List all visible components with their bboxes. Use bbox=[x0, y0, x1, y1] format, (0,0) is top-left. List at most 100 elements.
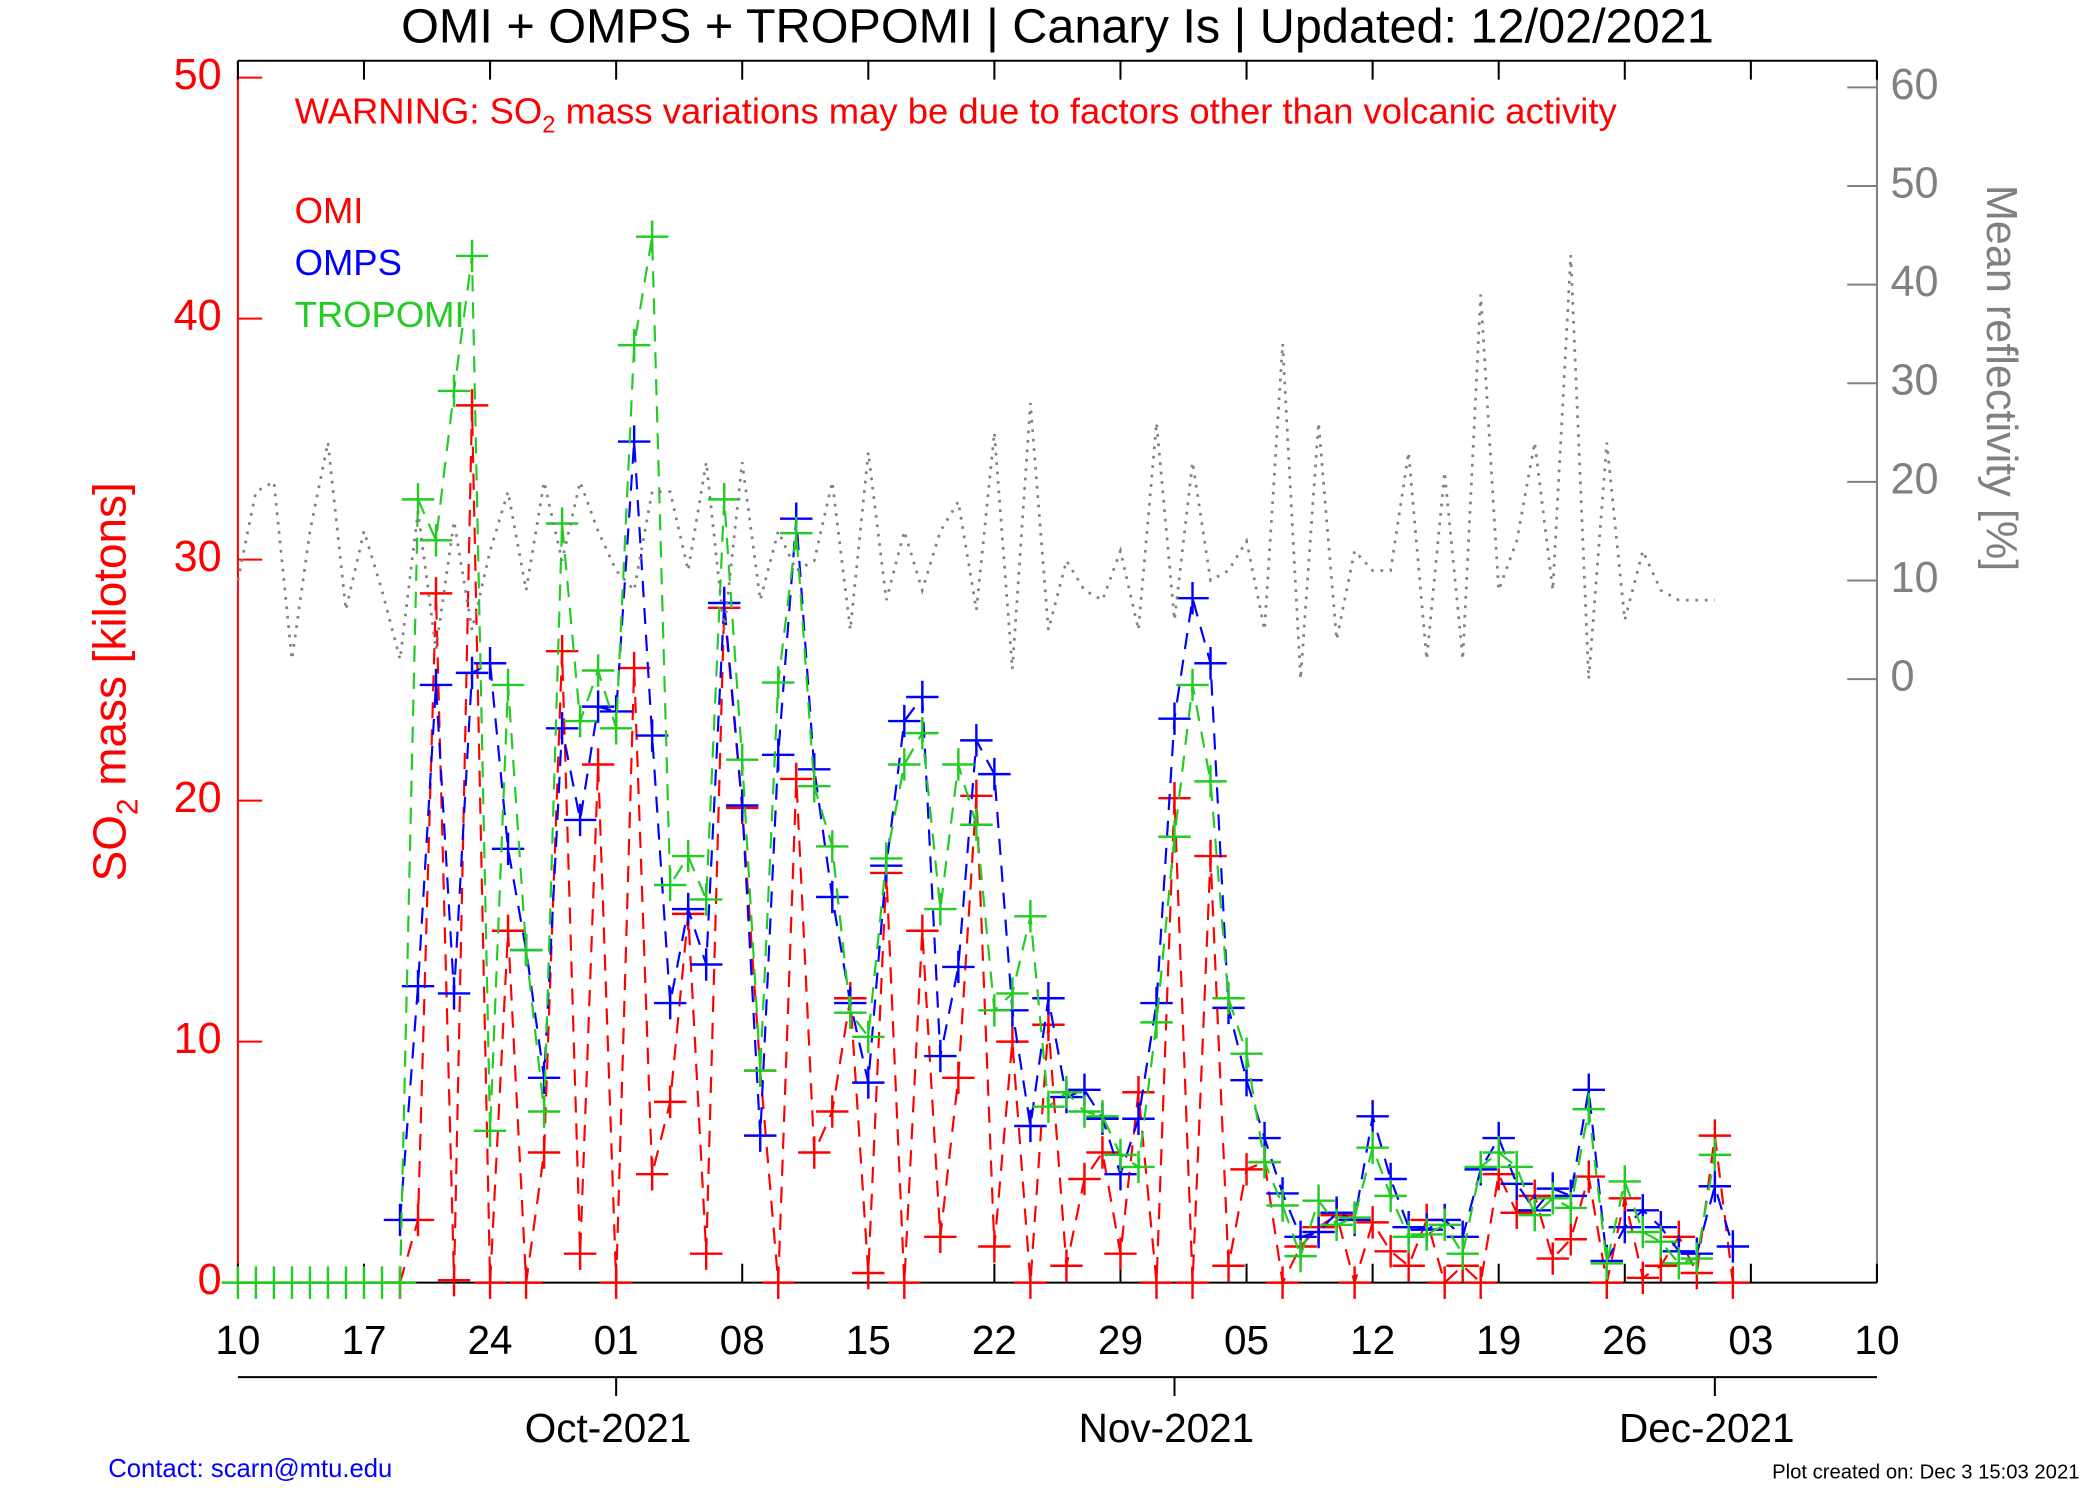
series-line bbox=[398, 441, 1734, 1265]
plus-marker bbox=[1590, 1247, 1623, 1280]
y-tick-label: 30 bbox=[174, 533, 222, 581]
chart-title: OMI + OMPS + TROPOMI | Canary Is | Updat… bbox=[401, 0, 1714, 54]
plus-marker bbox=[924, 892, 957, 926]
series-line bbox=[237, 236, 1716, 1284]
plus-marker bbox=[1338, 1266, 1371, 1299]
plus-marker bbox=[1068, 1095, 1101, 1128]
plus-marker bbox=[635, 220, 669, 253]
plus-marker bbox=[798, 1136, 831, 1169]
plus-marker bbox=[599, 1266, 633, 1299]
y-tick-label: 40 bbox=[174, 292, 222, 340]
plus-marker bbox=[1698, 1138, 1732, 1172]
plus-marker bbox=[383, 1203, 417, 1237]
month-label: Nov-2021 bbox=[1079, 1405, 1255, 1451]
plus-marker bbox=[1194, 765, 1227, 798]
plus-marker bbox=[563, 1237, 597, 1270]
plus-marker bbox=[834, 996, 867, 1029]
plus-marker bbox=[888, 704, 921, 738]
warning-annotation-part: 2 bbox=[542, 113, 555, 139]
plus-marker bbox=[1482, 1136, 1515, 1169]
plus-marker bbox=[635, 719, 669, 752]
warning-annotation: WARNING: SO2 mass variations may be due … bbox=[295, 90, 1618, 139]
y2-tick-label: 60 bbox=[1890, 61, 1938, 109]
plus-marker bbox=[744, 1054, 777, 1087]
warning-annotation-part: mass variations may be due to factors ot… bbox=[555, 90, 1617, 131]
plus-marker bbox=[1230, 1153, 1263, 1186]
plus-marker bbox=[1212, 982, 1245, 1015]
plus-marker bbox=[1680, 1242, 1714, 1275]
y-axis-label-part: 2 bbox=[112, 798, 145, 815]
plus-marker bbox=[1122, 1150, 1155, 1184]
plus-marker bbox=[942, 950, 975, 984]
plus-marker bbox=[1266, 1266, 1299, 1299]
plus-marker bbox=[671, 892, 705, 926]
plus-marker bbox=[689, 1237, 723, 1270]
y2-tick-label: 30 bbox=[1890, 357, 1938, 405]
plus-marker bbox=[1212, 1249, 1245, 1282]
plus-marker bbox=[401, 969, 435, 1003]
plus-marker bbox=[1050, 1076, 1083, 1109]
plus-marker bbox=[888, 1266, 921, 1299]
plus-marker bbox=[509, 933, 543, 967]
plus-marker bbox=[780, 762, 813, 796]
plus-marker bbox=[1014, 1266, 1047, 1299]
plus-marker bbox=[1158, 782, 1191, 815]
y2-tick-label: 20 bbox=[1890, 455, 1938, 503]
plus-marker bbox=[1356, 1131, 1389, 1164]
x-tick-label: 08 bbox=[720, 1317, 765, 1363]
plus-marker bbox=[1608, 1165, 1641, 1198]
x-tick-label: 22 bbox=[972, 1317, 1017, 1363]
plus-marker bbox=[1014, 900, 1047, 933]
plus-marker bbox=[1302, 1184, 1335, 1217]
warning-annotation-part: WARNING: SO bbox=[295, 90, 543, 131]
plus-marker bbox=[906, 914, 939, 947]
plus-marker bbox=[1446, 1237, 1479, 1270]
plus-marker bbox=[1068, 1162, 1101, 1196]
plus-marker bbox=[545, 507, 579, 540]
plus-marker bbox=[978, 757, 1011, 791]
plus-marker bbox=[689, 883, 723, 916]
plus-marker bbox=[455, 656, 489, 690]
contact: Contact: scarn@mtu.edu bbox=[108, 1455, 392, 1483]
plus-marker bbox=[852, 1066, 885, 1099]
plus-marker bbox=[780, 516, 813, 550]
plus-marker bbox=[455, 239, 489, 273]
plus-marker bbox=[870, 842, 903, 875]
x-tick-label: 24 bbox=[468, 1317, 513, 1363]
plus-marker bbox=[798, 769, 831, 803]
plus-marker bbox=[1230, 1037, 1263, 1070]
plus-marker bbox=[852, 1256, 885, 1290]
plus-marker bbox=[906, 680, 939, 714]
month-label: Oct-2021 bbox=[525, 1405, 692, 1451]
plus-marker bbox=[1194, 647, 1227, 680]
plus-marker bbox=[1428, 1266, 1461, 1299]
plus-marker bbox=[1284, 1239, 1317, 1273]
plus-marker bbox=[1086, 1100, 1119, 1133]
legend-entry: TROPOMI bbox=[295, 294, 465, 335]
plus-marker bbox=[545, 712, 579, 745]
plus-marker bbox=[816, 880, 849, 914]
plus-marker bbox=[653, 986, 687, 1020]
plus-marker bbox=[653, 868, 687, 902]
plus-marker bbox=[1338, 1201, 1371, 1234]
plus-marker bbox=[1410, 1218, 1443, 1251]
plus-marker bbox=[545, 635, 579, 668]
plus-marker bbox=[1662, 1247, 1696, 1280]
plus-marker bbox=[599, 712, 633, 745]
y-tick-label: 0 bbox=[198, 1256, 222, 1304]
plus-marker bbox=[996, 977, 1029, 1010]
plus-marker bbox=[726, 743, 759, 776]
plus-marker bbox=[762, 1266, 795, 1299]
plus-marker bbox=[708, 483, 741, 516]
y2-tick-label: 0 bbox=[1890, 652, 1914, 700]
plus-marker bbox=[1374, 1179, 1407, 1213]
plus-marker bbox=[1032, 1090, 1065, 1123]
plus-marker bbox=[978, 994, 1011, 1027]
y-tick-label: 50 bbox=[174, 51, 222, 99]
plus-marker bbox=[888, 748, 921, 781]
plus-marker bbox=[1122, 1102, 1155, 1135]
plus-marker bbox=[1104, 1138, 1137, 1172]
plus-marker bbox=[906, 716, 939, 750]
plus-marker bbox=[960, 724, 993, 757]
